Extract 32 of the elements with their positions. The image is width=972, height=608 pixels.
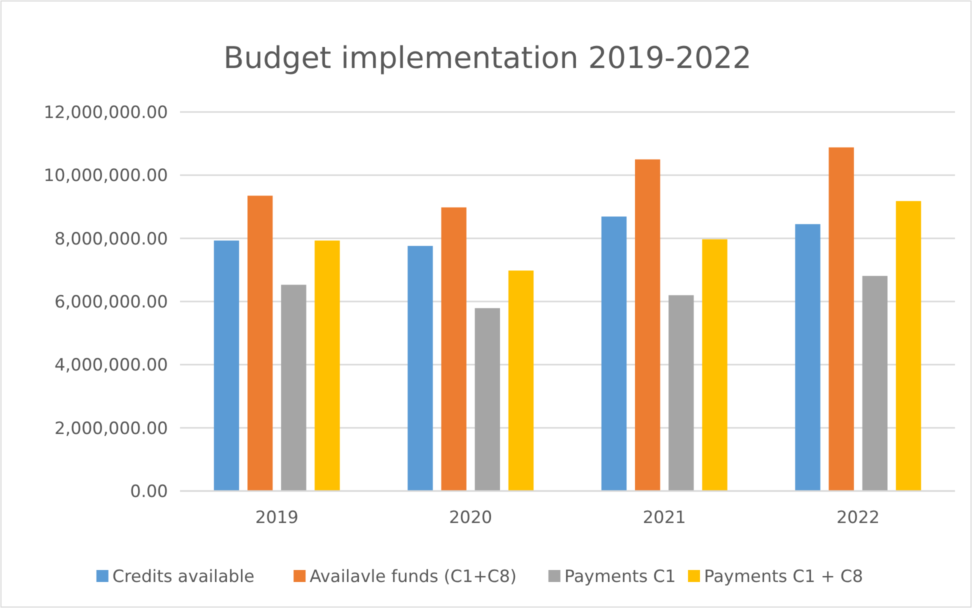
bar	[508, 270, 534, 491]
bar	[702, 239, 728, 491]
x-tick-label: 2019	[255, 508, 299, 528]
bar	[214, 240, 240, 491]
y-tick-label: 0.00	[130, 482, 168, 502]
bar	[281, 284, 306, 491]
y-tick-label: 6,000,000.00	[54, 292, 168, 312]
bar	[247, 196, 273, 491]
y-tick-label: 12,000,000.00	[44, 102, 168, 123]
legend-label: Payments C1 + C8	[704, 566, 864, 587]
y-tick-label: 4,000,000.00	[54, 356, 168, 376]
bar	[634, 159, 660, 491]
bar	[441, 207, 466, 491]
x-tick-label: 2021	[642, 508, 686, 528]
legend-label: Availavle funds (C1+C8)	[310, 566, 517, 587]
bar	[474, 308, 500, 491]
y-tick-label: 2,000,000.00	[54, 418, 168, 439]
bar	[408, 246, 433, 491]
x-tick-label: 2020	[448, 508, 492, 528]
bar	[668, 295, 694, 491]
bar	[896, 201, 922, 491]
x-tick-label: 2022	[836, 508, 880, 528]
bar	[601, 216, 627, 491]
bar	[314, 240, 340, 491]
chart-title: Budget implementation 2019-2022	[223, 41, 752, 76]
bar	[795, 224, 820, 491]
bar	[862, 276, 888, 491]
legend-label: Payments C1	[564, 566, 676, 587]
legend-label: Credits available	[112, 566, 255, 587]
y-tick-label: 10,000,000.00	[44, 166, 168, 186]
bar	[828, 147, 854, 491]
y-tick-label: 8,000,000.00	[54, 229, 168, 250]
